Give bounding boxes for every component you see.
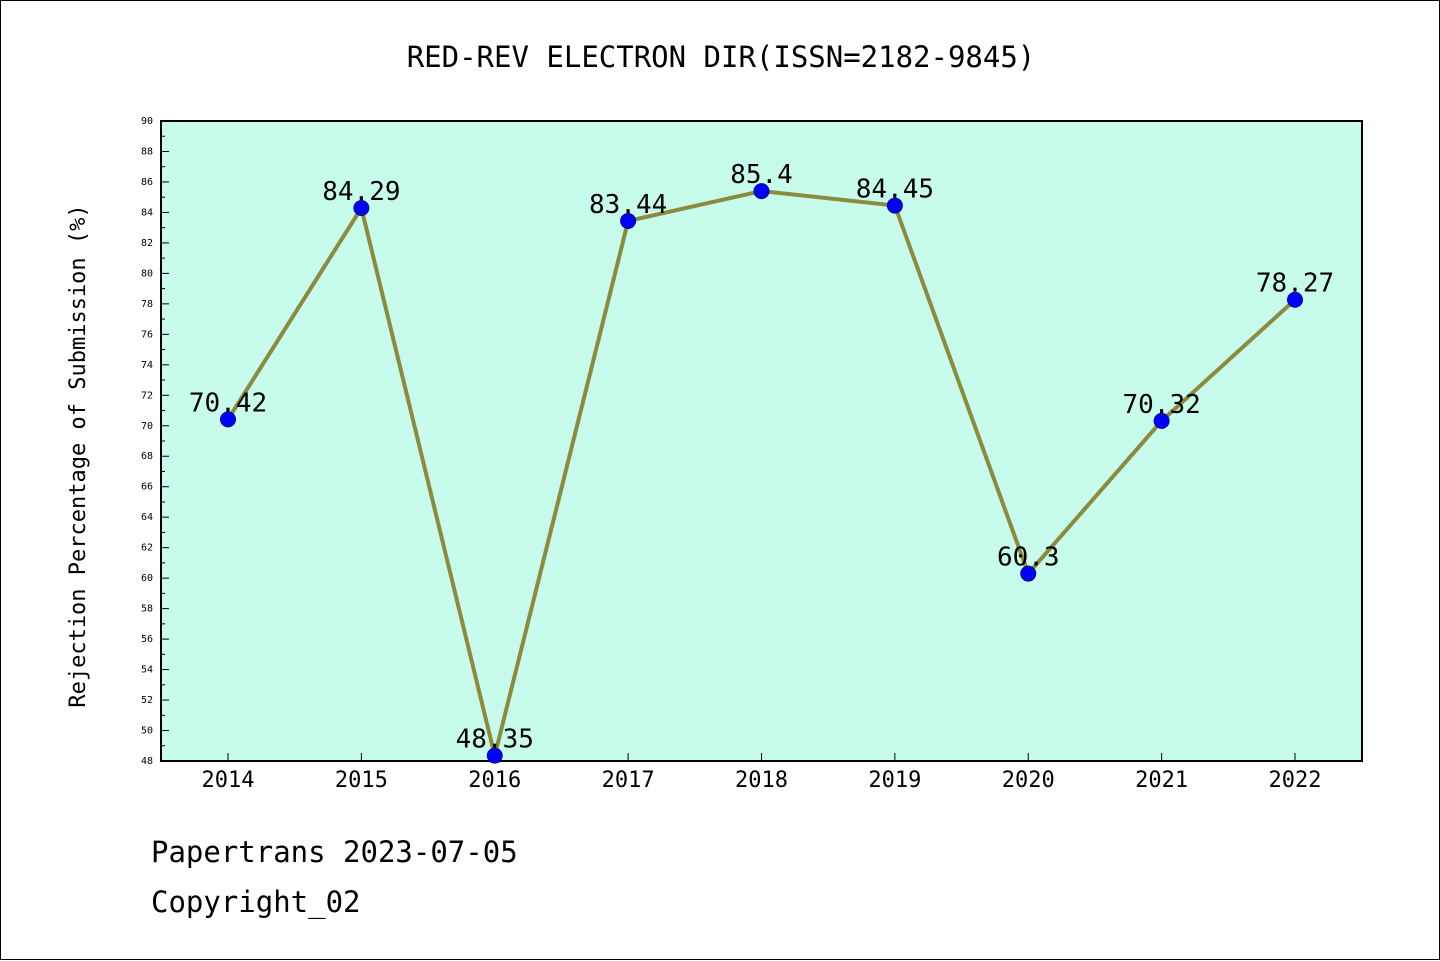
y-tick-label: 62 (141, 543, 153, 554)
y-tick-label: 50 (141, 726, 153, 737)
x-tick-label: 2014 (202, 768, 255, 793)
x-tick-label: 2017 (602, 768, 655, 793)
y-tick-label: 64 (141, 512, 153, 523)
y-tick-label: 80 (141, 268, 153, 279)
x-tick-label: 2021 (1135, 768, 1188, 793)
data-point (753, 183, 770, 200)
y-tick-label: 48 (141, 756, 153, 767)
y-tick-label: 68 (141, 451, 153, 462)
y-tick-label: 86 (141, 177, 153, 188)
data-point (353, 200, 370, 217)
y-tick-label: 60 (141, 573, 153, 584)
y-tick-label: 66 (141, 482, 153, 493)
data-point (220, 411, 236, 428)
x-tick-label: 2015 (335, 768, 388, 793)
y-tick-label: 74 (141, 360, 153, 371)
y-tick-label: 56 (141, 634, 153, 645)
y-tick-label: 90 (141, 116, 153, 127)
x-tick-label: 2018 (735, 768, 788, 793)
data-point (1153, 412, 1170, 429)
y-tick-label: 76 (141, 329, 153, 340)
plot-area (160, 120, 1363, 762)
y-tick-label: 82 (141, 238, 153, 249)
x-tick-label: 2020 (1002, 768, 1055, 793)
y-tick-label: 78 (141, 299, 153, 310)
data-point (1287, 291, 1303, 308)
chart-title: RED-REV ELECTRON DIR(ISSN=2182-9845) (407, 40, 1036, 74)
data-point (620, 212, 637, 229)
y-axis-label: Rejection Percentage of Submission (%) (66, 204, 91, 707)
y-tick-label: 70 (141, 421, 153, 432)
data-point (1020, 565, 1037, 582)
y-tick-label: 72 (141, 390, 153, 401)
x-tick-label: 2019 (868, 768, 921, 793)
x-tick-label: 2016 (468, 768, 521, 793)
footer-copyright: Copyright_02 (151, 885, 361, 919)
y-tick-label: 52 (141, 695, 153, 706)
y-tick-label: 54 (141, 665, 153, 676)
y-tick-label: 88 (141, 146, 153, 157)
data-point (886, 197, 903, 214)
footer-date: Papertrans 2023-07-05 (151, 835, 518, 869)
data-point (486, 747, 503, 764)
y-tick-label: 84 (141, 207, 153, 218)
x-tick-label: 2022 (1269, 768, 1322, 793)
y-tick-label: 58 (141, 604, 153, 615)
